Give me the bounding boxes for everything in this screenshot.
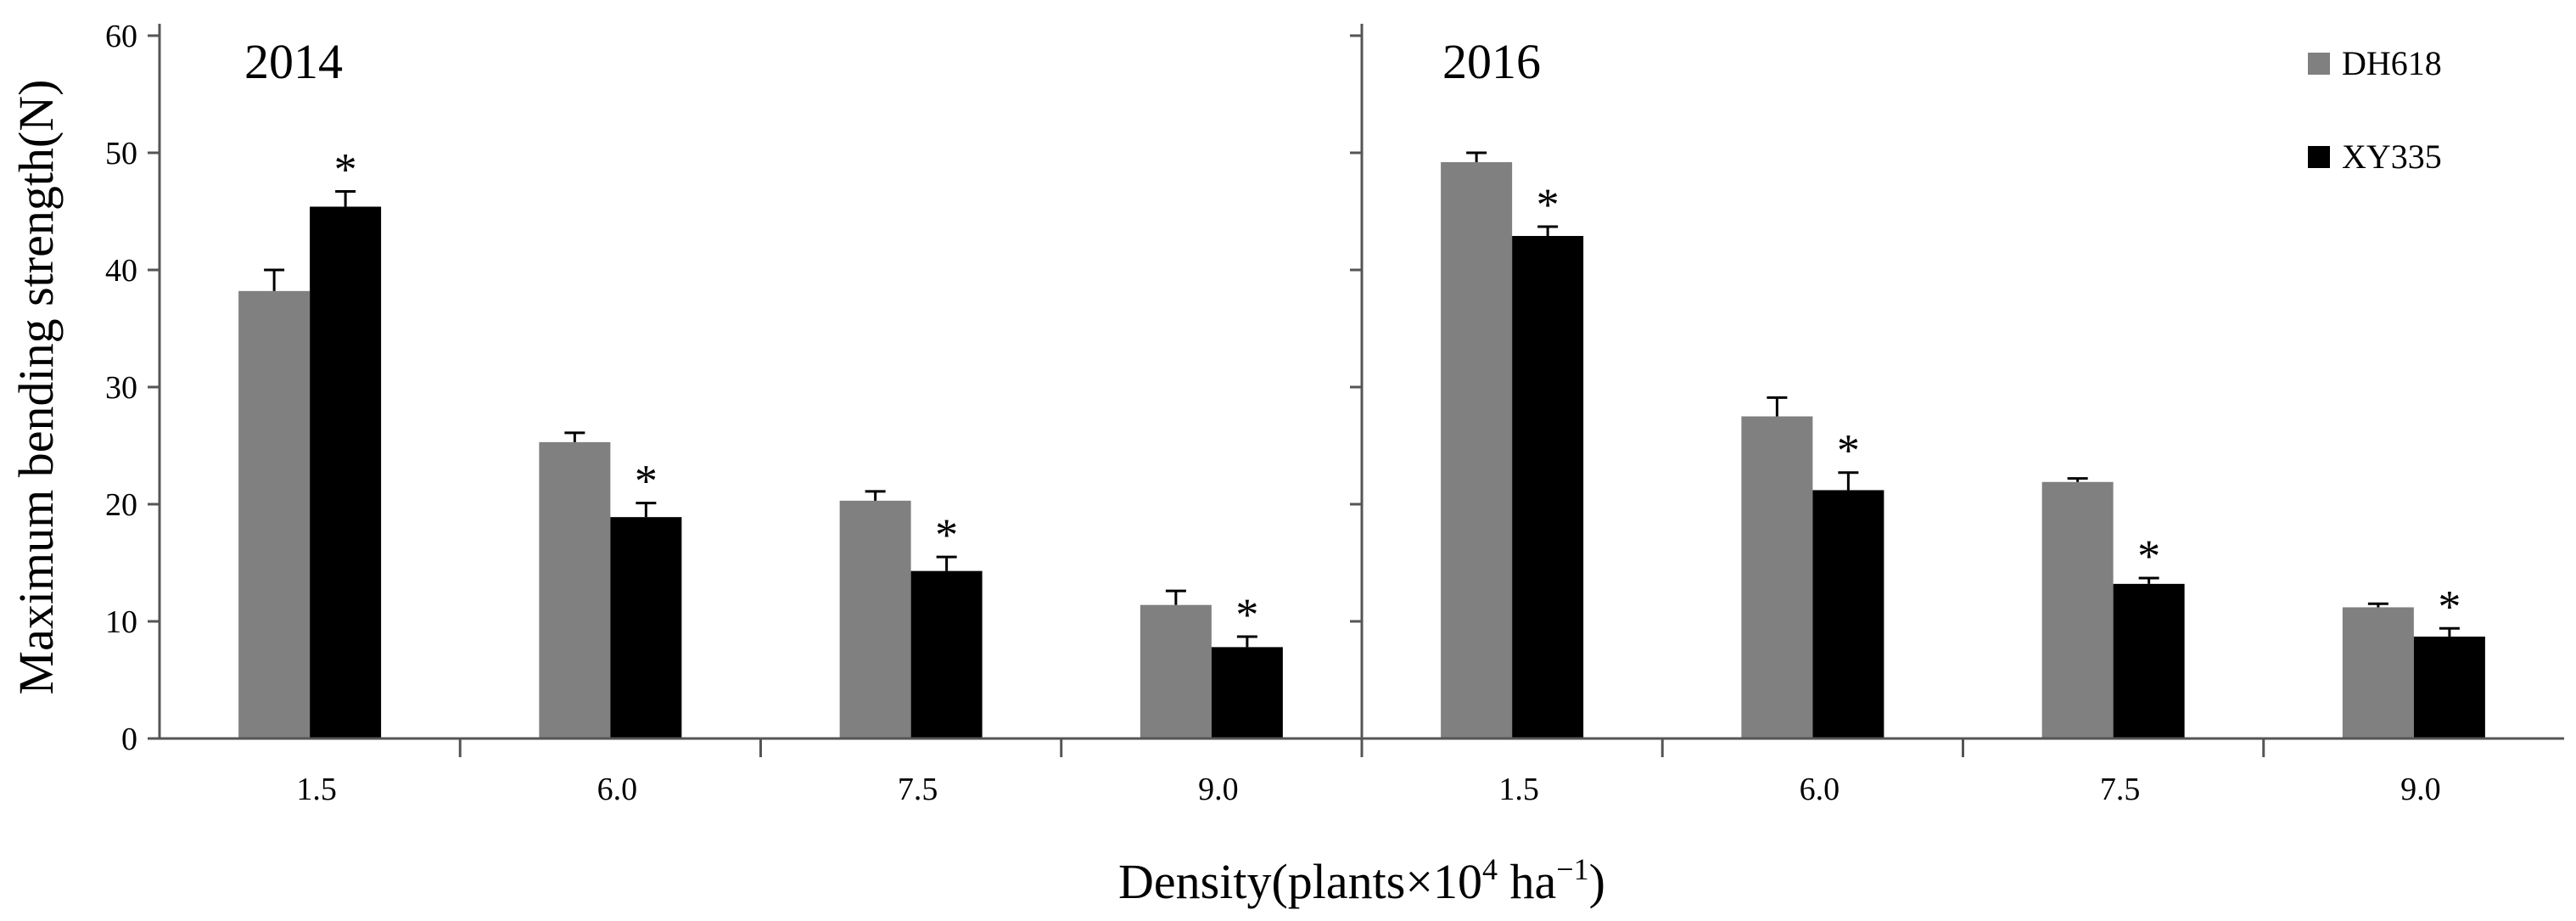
x-axis-title-superscript: 4 — [1482, 852, 1498, 886]
y-tick-label: 40 — [105, 253, 137, 289]
bar-dh618 — [839, 500, 911, 738]
bar-xy335 — [1211, 647, 1283, 738]
y-tick-label: 60 — [105, 19, 137, 54]
significance-marker: * — [1537, 179, 1560, 230]
significance-marker: * — [334, 144, 357, 195]
significance-marker: * — [2438, 581, 2461, 632]
bar-xy335 — [310, 206, 382, 739]
y-tick-label: 30 — [105, 370, 137, 406]
bar-xy335 — [1812, 490, 1884, 738]
significance-marker: * — [1837, 425, 1860, 476]
x-axis-title: Density(plants×104 ha−1) — [1118, 852, 1605, 909]
x-axis-title-part: ) — [1589, 854, 1605, 909]
bar-dh618 — [2342, 607, 2414, 738]
significance-marker: * — [635, 456, 658, 507]
x-category-label: 7.5 — [2100, 772, 2141, 807]
bar-dh618 — [1140, 604, 1212, 738]
y-tick-label: 10 — [105, 604, 137, 640]
significance-marker: * — [935, 509, 958, 560]
x-category-label: 9.0 — [1198, 772, 1239, 807]
bar-xy335 — [910, 570, 983, 738]
y-tick-label: 0 — [121, 722, 137, 757]
bar-dh618 — [1741, 416, 1813, 738]
y-axis-title: Maximum bending strength(N) — [8, 80, 64, 695]
bar-dh618 — [1441, 162, 1513, 739]
x-category-label: 9.0 — [2400, 772, 2441, 807]
y-tick-label: 20 — [105, 487, 137, 523]
significance-marker: * — [2137, 531, 2160, 581]
legend-swatch-xy335 — [2308, 146, 2330, 168]
x-category-label: 6.0 — [597, 772, 638, 807]
bar-xy335 — [610, 517, 682, 738]
x-axis-title-part: ha — [1498, 854, 1556, 909]
x-category-label: 6.0 — [1800, 772, 1840, 807]
legend-swatch-dh618 — [2308, 53, 2330, 75]
significance-marker: * — [1235, 589, 1258, 640]
x-category-label: 1.5 — [296, 772, 337, 807]
panel-year-label: 2016 — [1442, 34, 1541, 89]
bar-xy335 — [2413, 636, 2485, 738]
bar-dh618 — [539, 441, 611, 738]
bar-dh618 — [238, 290, 311, 739]
x-category-label: 1.5 — [1498, 772, 1539, 807]
x-axis-title-superscript: −1 — [1556, 852, 1588, 886]
legend-label-dh618: DH618 — [2342, 44, 2442, 82]
bar-xy335 — [2113, 583, 2185, 738]
x-axis-title-part: Density(plants×10 — [1118, 854, 1482, 909]
bar-dh618 — [2041, 481, 2114, 738]
x-category-label: 7.5 — [898, 772, 938, 807]
legend-label-xy335: XY335 — [2342, 138, 2442, 176]
bar-xy335 — [1512, 235, 1584, 739]
panel-year-label: 2014 — [244, 34, 343, 89]
y-tick-label: 50 — [105, 136, 137, 171]
